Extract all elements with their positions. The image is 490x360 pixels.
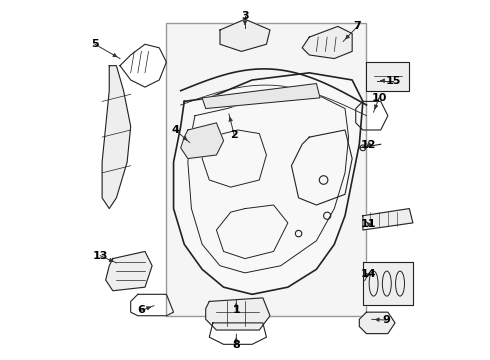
Polygon shape <box>220 19 270 51</box>
Polygon shape <box>363 208 413 230</box>
Polygon shape <box>173 73 363 294</box>
Text: 15: 15 <box>386 76 401 86</box>
Bar <box>167 23 367 316</box>
Text: 13: 13 <box>93 251 108 261</box>
Text: 10: 10 <box>371 93 387 103</box>
Text: 14: 14 <box>361 269 376 279</box>
Polygon shape <box>181 123 223 158</box>
Text: 5: 5 <box>91 39 99 49</box>
Polygon shape <box>363 262 413 305</box>
Text: 6: 6 <box>138 305 146 315</box>
Polygon shape <box>302 26 352 59</box>
Text: 9: 9 <box>382 315 390 325</box>
Text: 3: 3 <box>241 11 249 21</box>
Text: 8: 8 <box>232 340 240 350</box>
Polygon shape <box>202 84 320 109</box>
Text: 4: 4 <box>172 125 179 135</box>
Text: 2: 2 <box>230 130 238 140</box>
Text: 7: 7 <box>354 21 362 31</box>
Text: 12: 12 <box>361 140 376 150</box>
Polygon shape <box>102 66 131 208</box>
Polygon shape <box>359 312 395 334</box>
Text: 1: 1 <box>232 305 240 315</box>
Polygon shape <box>206 298 270 330</box>
Text: 11: 11 <box>361 219 376 229</box>
Polygon shape <box>106 251 152 291</box>
Polygon shape <box>367 62 409 91</box>
